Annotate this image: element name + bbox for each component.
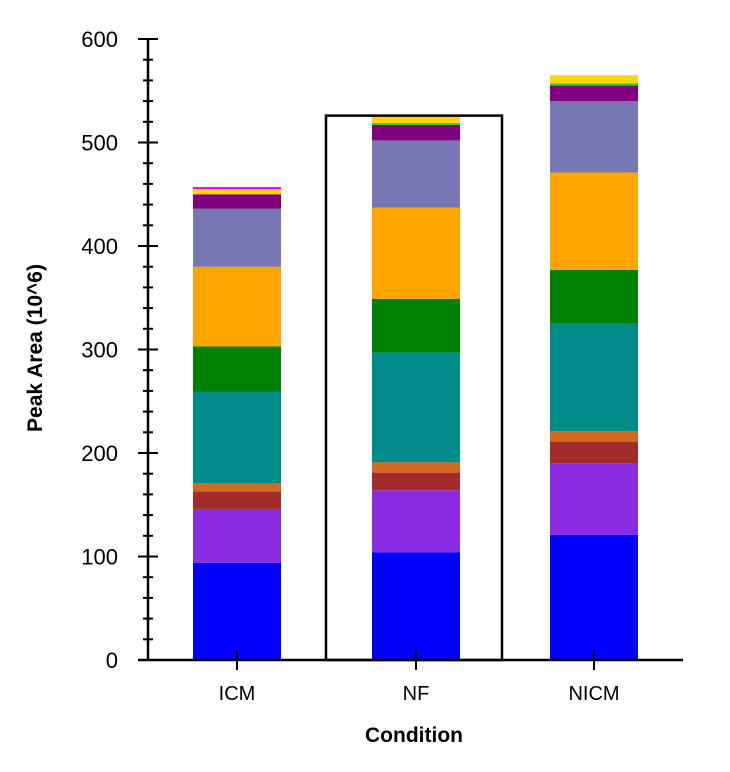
bar-stack-icm xyxy=(193,187,281,660)
x-axis-title: Condition xyxy=(365,724,463,747)
bar-segment-series-3 xyxy=(193,491,281,509)
bar-segment-series-8 xyxy=(193,208,281,267)
x-tick-label: NICM xyxy=(568,683,619,705)
y-tick-label: 400 xyxy=(81,234,118,259)
bar-segment-series-11 xyxy=(193,189,281,195)
bar-segment-series-7 xyxy=(193,266,281,347)
bar-segment-series-8 xyxy=(372,140,460,208)
bar-segment-series-1 xyxy=(550,534,638,660)
bar-segment-series-11 xyxy=(372,116,460,123)
bar-segment-series-7 xyxy=(550,172,638,270)
x-tick-label: NF xyxy=(403,683,430,705)
bar-segment-series-4 xyxy=(372,462,460,473)
bar-segment-series-1 xyxy=(193,562,281,660)
bar-segment-series-2 xyxy=(193,508,281,563)
bar-segment-series-7 xyxy=(372,207,460,299)
x-tick-label: ICM xyxy=(219,683,256,705)
bar-segment-series-9 xyxy=(372,124,460,141)
bar-segment-series-6 xyxy=(550,269,638,324)
bars-layer xyxy=(193,75,638,660)
y-tick-label: 600 xyxy=(81,27,118,52)
y-tick-label: 500 xyxy=(81,131,118,156)
y-axis-title: Peak Area (10^6) xyxy=(24,264,47,432)
bar-segment-series-3 xyxy=(372,472,460,491)
bar-segment-series-8 xyxy=(550,101,638,173)
y-tick-label: 200 xyxy=(81,441,118,466)
bar-segment-series-9 xyxy=(193,194,281,209)
x-axis: ICM NF NICM xyxy=(138,650,683,705)
bar-stack-nicm xyxy=(550,75,638,660)
bar-segment-series-5 xyxy=(372,352,460,463)
bar-segment-series-5 xyxy=(193,391,281,484)
y-tick-label: 0 xyxy=(106,648,118,673)
y-tick-label: 300 xyxy=(81,338,118,363)
bar-segment-series-2 xyxy=(550,463,638,535)
bar-segment-series-3 xyxy=(550,441,638,464)
bar-segment-series-4 xyxy=(550,431,638,442)
y-tick-label: 100 xyxy=(81,545,118,570)
y-axis: 0 100 200 300 400 500 600 xyxy=(81,27,158,673)
bar-stack-nf xyxy=(372,116,460,660)
bar-segment-series-6 xyxy=(193,346,281,392)
bar-segment-series-11 xyxy=(550,75,638,84)
bar-segment-series-9 xyxy=(550,85,638,102)
bar-segment-series-10 xyxy=(372,122,460,125)
bar-segment-series-2 xyxy=(372,490,460,553)
bar-segment-series-4 xyxy=(193,483,281,492)
bar-segment-series-1 xyxy=(372,552,460,660)
bar-segment-series-10 xyxy=(550,83,638,86)
bar-segment-series-6 xyxy=(372,298,460,353)
bar-segment-series-5 xyxy=(550,323,638,432)
bar-segment-series-12 xyxy=(193,187,281,190)
